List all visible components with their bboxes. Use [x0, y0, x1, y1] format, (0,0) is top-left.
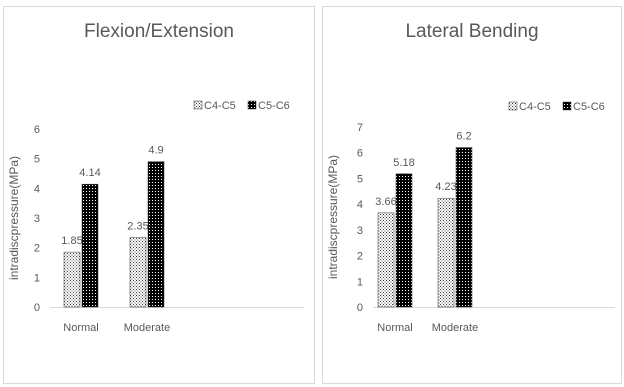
y-tick-label: 6: [357, 148, 363, 160]
data-label: 6.2: [456, 131, 471, 143]
y-tick-label: 2: [34, 243, 40, 255]
bar-c4-c5-moderate: [129, 237, 147, 308]
y-tick-label: 7: [357, 122, 363, 134]
x-category-label: Normal: [377, 322, 412, 334]
y-tick-label: 0: [34, 302, 40, 314]
y-tick-label: 4: [34, 183, 40, 195]
x-category-label: Normal: [63, 322, 98, 334]
x-category-label: Moderate: [124, 322, 170, 334]
y-tick-label: 1: [357, 276, 363, 288]
bar-c5-c6-moderate: [147, 161, 165, 308]
legend-label: C4-C5: [204, 100, 236, 112]
chart-title: Flexion/Extension: [84, 21, 234, 42]
y-tick-label: 3: [34, 213, 40, 225]
y-tick-label: 0: [357, 302, 363, 314]
x-category-label: Moderate: [432, 322, 478, 334]
data-label: 4.14: [79, 167, 100, 179]
chart-plot-lateral-bending: 0 1 2 3 4 5 6 7 intradiscpressure(MPa) 3.66 5.18 No…: [326, 101, 615, 334]
legend-label: C5-C6: [258, 100, 290, 112]
bar-c5-c6-normal: [81, 183, 99, 308]
bar-c5-c6-normal: [395, 173, 413, 308]
chart-title: Lateral Bending: [405, 21, 539, 42]
bar-c4-c5-normal: [377, 212, 395, 308]
data-label: 4.9: [148, 145, 163, 157]
chart-plot-flexion-extension: 0 1 2 3 4 5 6 intradiscpressure(MPa) 1.85 4.14 Nor…: [7, 100, 304, 334]
y-tick-label: 4: [357, 199, 363, 211]
legend-swatch: [508, 101, 518, 111]
data-label: 5.18: [393, 157, 414, 169]
data-label: 1.85: [61, 235, 82, 247]
bar-c4-c5-normal: [63, 251, 81, 308]
data-label: 2.35: [127, 220, 148, 232]
legend-label: C5-C6: [573, 101, 605, 113]
legend-swatch: [193, 100, 203, 110]
y-tick-label: 3: [357, 225, 363, 237]
y-tick-label: 1: [34, 272, 40, 284]
chart-panel-flexion-extension: Flexion/Extension 0 1 2 3 4 5 6 intradiscpressu…: [3, 6, 315, 384]
y-tick-label: 5: [34, 154, 40, 166]
legend-label: C4-C5: [519, 101, 551, 113]
data-label: 3.66: [375, 196, 396, 208]
y-axis-title: intradiscpressure(MPa): [7, 156, 21, 280]
chart-panel-lateral-bending: Lateral Bending 0 1 2 3 4 5 6 7 intradiscpressur…: [322, 6, 622, 384]
bar-c5-c6-moderate: [455, 147, 473, 308]
bar-c4-c5-moderate: [437, 197, 455, 308]
legend-swatch: [247, 100, 257, 110]
y-tick-label: 5: [357, 173, 363, 185]
y-axis-title: intradiscpressure(MPa): [326, 155, 340, 279]
y-tick-label: 6: [34, 124, 40, 136]
y-tick-label: 2: [357, 251, 363, 263]
legend-swatch: [562, 101, 572, 111]
data-label: 4.23: [435, 181, 456, 193]
